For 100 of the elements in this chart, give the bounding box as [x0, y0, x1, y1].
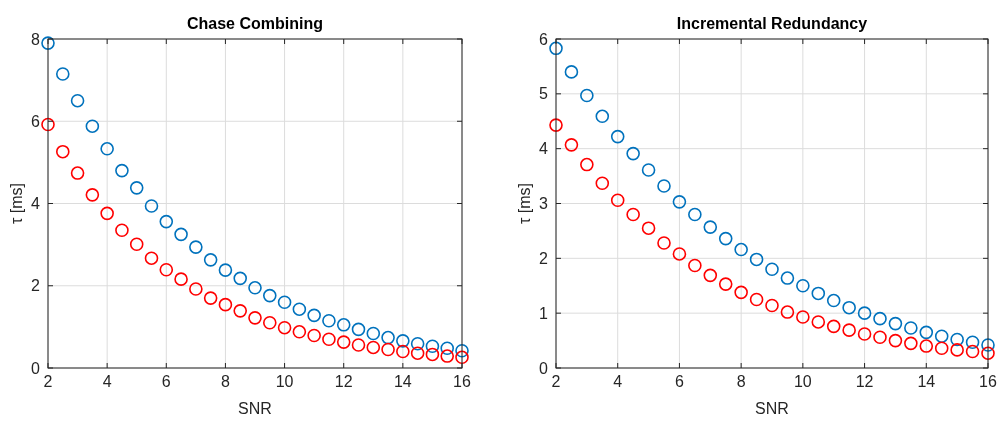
- x-axis-title: SNR: [238, 400, 272, 417]
- x-tick-label: 6: [674, 373, 684, 390]
- point: [144, 199, 159, 213]
- point: [580, 157, 594, 172]
- y-tick-label: 1: [539, 304, 549, 322]
- point: [672, 195, 687, 209]
- point: [277, 295, 292, 309]
- x-tick-label: 12: [855, 373, 874, 390]
- point: [904, 336, 918, 351]
- point: [203, 291, 218, 305]
- x-tick-label: 8: [220, 373, 230, 390]
- point: [718, 277, 733, 291]
- point: [248, 281, 262, 295]
- chart-title: Incremental Redundancy: [676, 15, 868, 32]
- x-axis-title: SNR: [755, 400, 789, 417]
- x-tick-label: 2: [551, 373, 561, 390]
- point: [55, 144, 70, 159]
- point: [233, 271, 248, 286]
- x-tick-label: 12: [334, 373, 353, 390]
- point: [174, 227, 188, 242]
- point: [718, 231, 733, 246]
- point: [873, 330, 887, 345]
- point: [796, 278, 810, 293]
- point: [396, 344, 410, 359]
- point: [919, 339, 934, 353]
- y-axis-title: τ [ms]: [516, 183, 533, 224]
- point: [440, 341, 455, 356]
- point: [549, 118, 563, 132]
- point: [811, 286, 826, 301]
- point: [826, 319, 841, 334]
- point: [564, 65, 579, 79]
- point: [811, 315, 826, 329]
- x-tick-label: 14: [917, 373, 936, 390]
- point: [307, 308, 321, 323]
- point: [904, 321, 918, 335]
- point: [857, 327, 872, 341]
- point: [159, 214, 174, 229]
- point: [70, 166, 85, 180]
- point: [672, 247, 687, 261]
- point: [366, 326, 381, 341]
- y-tick-label: 2: [31, 277, 41, 295]
- point: [292, 302, 307, 316]
- point: [749, 292, 764, 307]
- point: [965, 335, 980, 350]
- y-tick-label: 3: [539, 195, 549, 213]
- point: [657, 179, 671, 193]
- point: [366, 340, 381, 355]
- point: [549, 41, 563, 56]
- point: [218, 297, 233, 312]
- point: [410, 346, 425, 360]
- point: [888, 333, 903, 348]
- point: [796, 310, 810, 324]
- point: [688, 207, 702, 222]
- x-tick-label: 8: [736, 373, 746, 390]
- point: [641, 221, 656, 235]
- point: [85, 119, 100, 133]
- point: [203, 253, 218, 267]
- point: [965, 344, 980, 359]
- point: [307, 328, 321, 343]
- point: [85, 188, 100, 202]
- point: [688, 258, 702, 273]
- point: [857, 306, 872, 320]
- point: [425, 339, 440, 353]
- point: [41, 117, 55, 132]
- point: [55, 67, 70, 81]
- point: [842, 323, 856, 337]
- point: [277, 320, 292, 335]
- point: [292, 325, 307, 339]
- y-tick-label: 4: [539, 140, 549, 158]
- point: [100, 142, 114, 156]
- point: [950, 343, 964, 357]
- point: [703, 220, 718, 234]
- point: [610, 129, 625, 144]
- x-tick-label: 2: [43, 373, 53, 390]
- point: [41, 36, 55, 50]
- y-tick-label: 6: [539, 30, 549, 48]
- chart-title: Chase Combining: [186, 15, 324, 32]
- point: [396, 334, 410, 348]
- point: [595, 176, 610, 190]
- point: [455, 350, 469, 365]
- point: [780, 271, 795, 285]
- x-tick-label: 10: [275, 373, 294, 390]
- point: [336, 318, 351, 332]
- point: [189, 282, 203, 296]
- x-tick-label: 14: [393, 373, 412, 390]
- point: [381, 342, 395, 357]
- point: [842, 300, 856, 315]
- point: [610, 193, 625, 207]
- point: [595, 109, 610, 124]
- x-tick-label: 4: [102, 373, 112, 390]
- x-tick-label: 6: [161, 373, 171, 390]
- point: [129, 237, 144, 251]
- x-tick-label: 4: [613, 373, 623, 390]
- x-tick-label: 16: [979, 373, 997, 390]
- point: [826, 293, 841, 308]
- point: [351, 338, 366, 352]
- point: [765, 262, 779, 277]
- point: [115, 223, 129, 238]
- point: [641, 163, 656, 177]
- y-tick-label: 8: [31, 30, 41, 48]
